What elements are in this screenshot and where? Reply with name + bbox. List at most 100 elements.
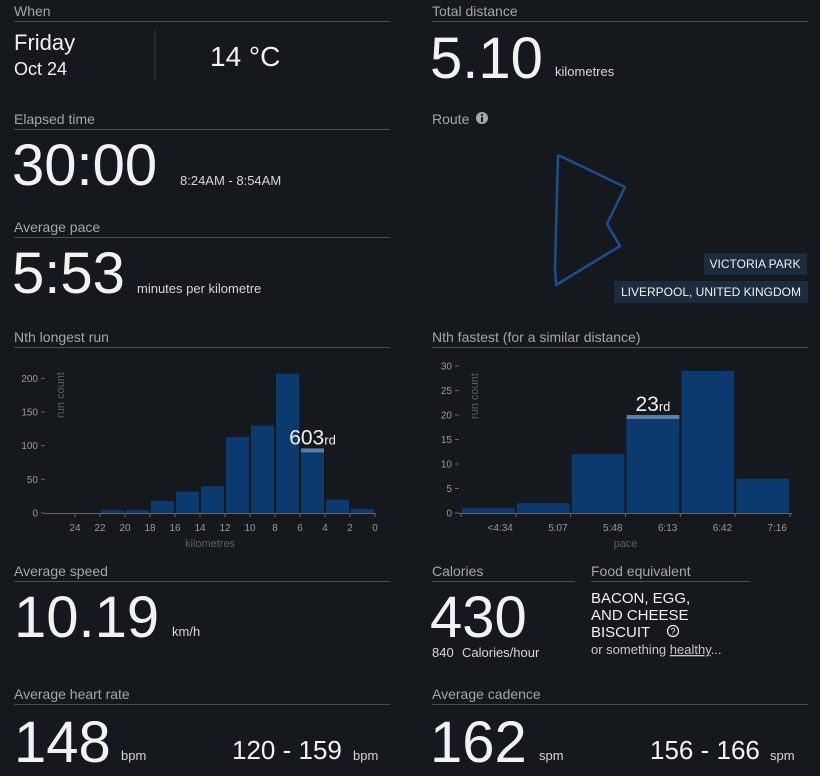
longest-label: Nth longest run <box>14 329 109 345</box>
speed-unit: km/h <box>172 624 200 639</box>
speed-label: Average speed <box>14 563 108 579</box>
y-tick-label: 50 <box>27 475 39 486</box>
bar <box>276 373 299 513</box>
when-label: When <box>14 3 51 19</box>
y-tick-label: 25 <box>441 386 453 397</box>
y-axis-label: run count <box>55 372 67 418</box>
y-tick-label: 15 <box>441 435 453 446</box>
temperature: 14 °C <box>210 41 280 72</box>
route-path <box>553 153 627 287</box>
x-tick-label: 10 <box>244 523 256 534</box>
heart-value: 148 <box>14 710 111 775</box>
x-tick-label: 4 <box>322 523 328 534</box>
food-alt-link[interactable]: healthy <box>670 642 712 657</box>
y-axis-label: run count <box>469 373 481 419</box>
x-tick-label: 14 <box>194 523 206 534</box>
x-tick-label: 5:48 <box>603 523 623 534</box>
pace-unit: minutes per kilometre <box>137 281 261 296</box>
y-tick-label: 20 <box>441 411 453 422</box>
cadence-range: 156 - 166 <box>650 735 760 765</box>
food-alt-suffix: ... <box>711 642 722 657</box>
bar <box>126 510 149 513</box>
speed-value: 10.19 <box>14 585 159 650</box>
cadence-label: Average cadence <box>432 686 541 702</box>
rank-number: 603 <box>289 426 324 449</box>
rank-annotation: 23rd <box>635 393 670 416</box>
distance-value: 5.10 <box>430 26 543 91</box>
cadence-unit: spm <box>539 748 564 763</box>
park-name: VICTORIA PARK <box>710 257 801 271</box>
x-tick-label: 6:42 <box>713 523 733 534</box>
x-tick-label: 6:13 <box>658 523 678 534</box>
bar <box>251 425 274 513</box>
y-tick-label: 200 <box>21 374 38 385</box>
bar <box>351 508 374 513</box>
date: Oct 24 <box>14 59 67 79</box>
y-tick-label: 0 <box>32 509 38 520</box>
bar <box>462 508 515 513</box>
pace-label: Average pace <box>14 219 100 235</box>
food-line: AND CHEESE <box>591 607 689 624</box>
x-axis-label: pace <box>614 538 638 550</box>
x-tick-label: 8 <box>272 523 278 534</box>
y-tick-label: 150 <box>21 408 38 419</box>
y-tick-label: 30 <box>441 362 453 373</box>
bar <box>226 436 249 513</box>
bar <box>516 503 570 513</box>
distance-label: Total distance <box>432 3 518 19</box>
cadence-range-unit: spm <box>770 748 795 763</box>
heart-unit: bpm <box>121 748 146 763</box>
x-tick-label: 20 <box>119 523 131 534</box>
bar <box>681 370 735 513</box>
food-label: Food equivalent <box>591 563 691 579</box>
heart-label: Average heart rate <box>14 686 130 702</box>
x-tick-label: 16 <box>169 523 181 534</box>
elapsed-label: Elapsed time <box>14 111 95 127</box>
heart-range: 120 - 159 <box>232 735 342 765</box>
fastest-label: Nth fastest (for a similar distance) <box>432 329 641 345</box>
y-tick-label: 100 <box>21 441 38 452</box>
location-box <box>704 253 807 275</box>
calories-rate-unit: Calories/hour <box>462 645 540 660</box>
bar <box>176 491 199 513</box>
bar <box>326 499 349 513</box>
y-tick-label: 10 <box>441 460 453 471</box>
calories-value: 430 <box>430 585 527 650</box>
food-alt-prefix: or something <box>591 642 666 657</box>
day: Friday <box>14 30 75 55</box>
food-line: BISCUIT <box>591 624 650 641</box>
help-icon[interactable]: ? <box>666 624 680 638</box>
rank-suffix: rd <box>324 432 336 447</box>
svg-text:?: ? <box>670 627 675 637</box>
rank-number: 23 <box>635 393 658 416</box>
rank-annotation: 603rd <box>289 426 336 449</box>
x-tick-label: 0 <box>372 523 378 534</box>
food-line: BACON, EGG, <box>591 590 690 607</box>
heart-range-unit: bpm <box>353 748 378 763</box>
elapsed-range: 8:24AM - 8:54AM <box>180 173 281 188</box>
pace-value: 5:53 <box>12 241 125 306</box>
info-icon[interactable] <box>476 112 488 124</box>
x-tick-label: 7:16 <box>768 523 788 534</box>
x-tick-label: 12 <box>219 523 231 534</box>
bar <box>101 510 124 513</box>
x-tick-label: 18 <box>144 523 156 534</box>
distance-unit: kilometres <box>555 64 615 79</box>
rank-suffix: rd <box>659 399 671 414</box>
bar <box>301 448 324 513</box>
x-tick-label: 5:07 <box>548 523 568 534</box>
bar <box>626 415 680 513</box>
bar <box>736 478 789 513</box>
y-tick-label: 0 <box>446 509 452 520</box>
route-label: Route <box>432 111 470 127</box>
x-axis-label: kilometres <box>185 538 236 550</box>
cadence-value: 162 <box>430 710 527 775</box>
bar <box>201 486 224 513</box>
bar <box>151 500 174 513</box>
x-tick-label: 6 <box>297 523 303 534</box>
food-alt: or something healthy... <box>591 642 722 657</box>
highlight-marker <box>301 448 324 453</box>
y-tick-label: 5 <box>446 484 452 495</box>
